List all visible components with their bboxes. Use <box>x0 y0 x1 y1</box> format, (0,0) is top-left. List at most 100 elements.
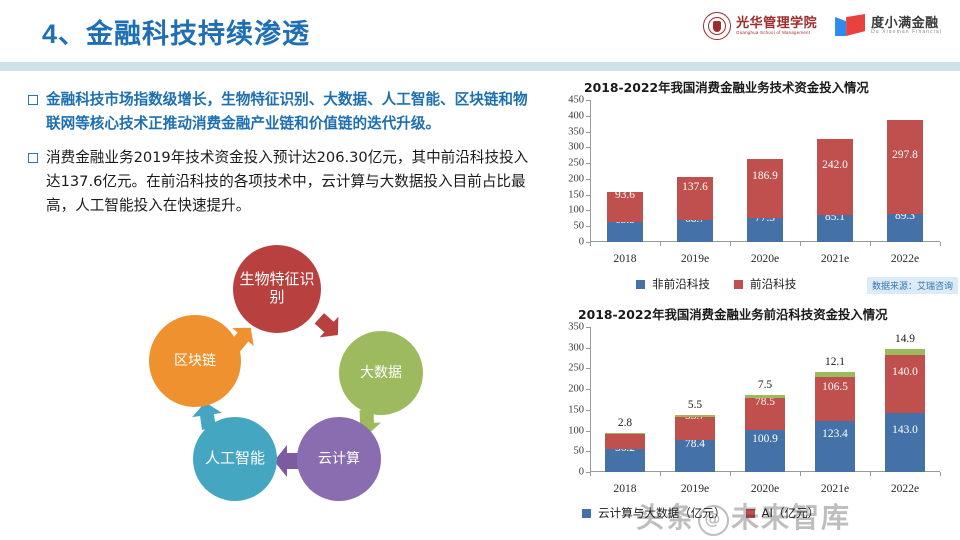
bullet-square-icon <box>28 153 38 164</box>
y-tick <box>586 409 590 411</box>
bar-segment[interactable] <box>605 434 645 449</box>
bar-segment[interactable] <box>815 420 855 472</box>
bar-segment[interactable] <box>675 439 715 472</box>
y-tick <box>586 147 590 149</box>
x-tick-label: 2018 <box>613 482 637 495</box>
bar-segment[interactable] <box>745 394 785 398</box>
bar-group[interactable]: 63.593.6 <box>607 100 643 242</box>
bar-segment[interactable] <box>815 371 855 377</box>
bar-segment[interactable] <box>885 412 925 472</box>
legend-label: 非前沿科技 <box>652 277 710 291</box>
legend-swatch-icon <box>636 279 645 289</box>
cycle-node-cloud-computing[interactable]: 云计算 <box>297 417 381 501</box>
bar-group[interactable]: 89.3 297.8 <box>887 100 923 242</box>
chart1-source-label: 数据来源：艾瑞咨询 <box>866 277 958 294</box>
bar-value-label: 140.0 <box>892 365 918 378</box>
y-tick-label: 300 <box>568 141 584 153</box>
bar-segment[interactable] <box>677 220 713 242</box>
chart-frontier-tech-funding: 2018-2022年我国消费金融业务前沿科技资金投入情况 56.234.62.8… <box>556 305 960 535</box>
y-axis <box>590 327 591 472</box>
bar-segment[interactable] <box>747 217 783 242</box>
bar-group[interactable]: 77.3 186.9 <box>747 100 783 242</box>
bar-group[interactable]: 56.234.62.8 <box>605 327 645 472</box>
guanghua-logo-en: Guanghua School of Management <box>736 29 811 35</box>
bar-group[interactable]: 123.4 106.5 12.1 <box>815 327 855 472</box>
x-tick-label: 2020e <box>750 482 780 495</box>
x-tick-label: 2021e <box>820 252 850 265</box>
cycle-node-ai[interactable]: 人工智能 <box>193 417 277 501</box>
x-tick <box>800 242 801 246</box>
bar-segment[interactable] <box>887 213 923 242</box>
bar-value-label: 143.0 <box>892 424 918 437</box>
y-tick-label: 350 <box>568 126 584 138</box>
bar-segment[interactable] <box>815 376 855 421</box>
y-tick-label: 50 <box>573 220 585 232</box>
bar-segment[interactable] <box>605 433 645 435</box>
chart1-legend: 非前沿科技 前沿科技 <box>636 276 796 292</box>
legend-label: 前沿科技 <box>749 277 797 291</box>
x-tick-label: 2019e <box>680 482 710 495</box>
bar-segment[interactable] <box>675 415 715 418</box>
duxiaoman-logo-en: Du Xiaoman Financial <box>871 29 942 36</box>
bar-segment[interactable] <box>817 215 853 242</box>
cycle-node-blockchain[interactable]: 区块链 <box>149 315 241 407</box>
y-tick <box>586 430 590 432</box>
y-tick-label: 250 <box>568 362 584 374</box>
y-axis <box>590 100 591 242</box>
y-tick <box>586 389 590 391</box>
title-divider <box>0 62 960 71</box>
bar-segment[interactable] <box>817 138 853 216</box>
cycle-node-biometrics[interactable]: 生物特征识别 <box>233 245 321 333</box>
bar-segment[interactable] <box>747 158 783 218</box>
y-tick-label: 200 <box>568 383 584 395</box>
bar-group[interactable]: 85.1 242.0 <box>817 100 853 242</box>
legend-item[interactable]: AI（亿元） <box>745 505 820 521</box>
x-tick-label: 2022e <box>890 482 920 495</box>
y-tick <box>586 131 590 133</box>
bar-segment[interactable] <box>745 397 785 431</box>
x-tick <box>800 472 801 476</box>
legend-label: AI（亿元） <box>761 506 820 520</box>
x-tick <box>940 242 941 246</box>
bar-value-label: 106.5 <box>822 380 848 393</box>
bar-group[interactable]: 143.0 140.0 14.9 <box>885 327 925 472</box>
bar-value-label: 186.9 <box>752 170 778 183</box>
bullet-list: 金融科技市场指数级增长，生物特征识别、大数据、人工智能、区块链和物联网等核心技术… <box>28 88 540 228</box>
y-tick <box>586 327 590 328</box>
bar-segment[interactable] <box>607 192 643 222</box>
bar-segment[interactable] <box>675 417 715 440</box>
y-tick <box>586 472 590 473</box>
university-seal-icon <box>703 12 732 40</box>
bar-segment[interactable] <box>605 448 645 472</box>
bullet-item: 金融科技市场指数级增长，生物特征识别、大数据、人工智能、区块链和物联网等核心技术… <box>28 88 540 135</box>
legend-swatch-icon <box>733 279 743 289</box>
bar-segment[interactable] <box>607 221 643 242</box>
legend-item[interactable]: 非前沿科技 <box>636 276 710 292</box>
logo-group: 光华管理学院 Guanghua School of Management 度小满… <box>703 12 942 40</box>
duxiaoman-logo-cn: 度小满金融 <box>871 15 939 31</box>
bar-value-label: 2.8 <box>617 417 633 430</box>
bar-segment[interactable] <box>885 354 925 413</box>
bar-group[interactable]: 100.9 78.5 7.5 <box>745 327 785 472</box>
bar-group[interactable]: 68.7137.6 <box>677 100 713 242</box>
y-tick-label: 150 <box>568 404 584 416</box>
bar-segment[interactable] <box>887 119 923 214</box>
legend-swatch-icon <box>582 508 591 518</box>
bar-segment[interactable] <box>885 348 925 355</box>
y-tick <box>586 100 590 101</box>
y-tick-label: 200 <box>568 173 584 185</box>
bar-group[interactable]: 78.453.75.5 <box>675 327 715 472</box>
chart2-title: 2018-2022年我国消费金融业务前沿科技资金投入情况 <box>578 307 888 322</box>
y-tick-label: 0 <box>578 236 584 248</box>
legend-item[interactable]: 云计算与大数据（亿元） <box>582 505 726 521</box>
bullet-text: 消费金融业务2019年技术资金投入预计达206.30亿元，其中前沿科技投入达13… <box>46 149 529 214</box>
x-tick <box>590 242 591 246</box>
y-tick-label: 150 <box>568 189 584 201</box>
bar-value-label: 78.5 <box>755 395 775 408</box>
bar-segment[interactable] <box>677 176 713 221</box>
guanghua-logo-cn: 光华管理学院 <box>736 15 818 31</box>
cycle-node-bigdata[interactable]: 大数据 <box>339 331 423 415</box>
bar-value-label: 12.1 <box>825 355 845 368</box>
bar-segment[interactable] <box>745 430 785 472</box>
legend-item[interactable]: 前沿科技 <box>733 276 797 292</box>
